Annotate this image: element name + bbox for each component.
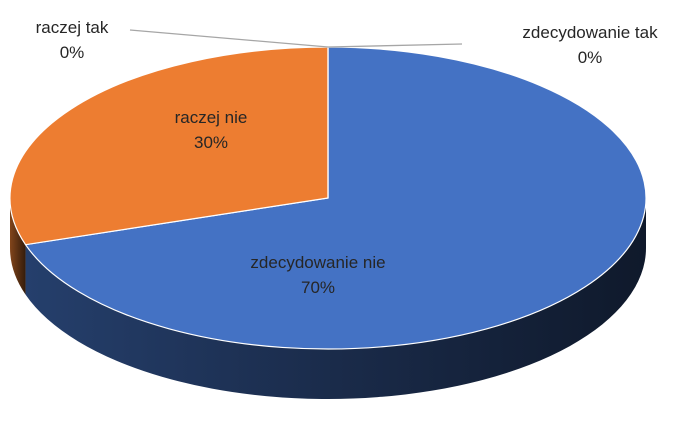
data-label: zdecydowanie nie 70% [243, 250, 393, 300]
leader-line [129, 29, 329, 48]
category-name: raczej tak [35, 18, 109, 37]
percent-label: 30% [193, 133, 229, 152]
data-label: raczej nie 30% [136, 105, 286, 155]
leader-line [327, 43, 463, 48]
percent-label: 70% [300, 278, 336, 297]
category-name: zdecydowanie tak [522, 23, 658, 42]
category-name: zdecydowanie nie [250, 253, 386, 272]
data-label: zdecydowanie tak 0% [522, 20, 657, 70]
category-name: raczej nie [174, 108, 248, 127]
pie-slice [9, 46, 329, 246]
pie-slice [24, 46, 647, 350]
data-label: raczej tak 0% [36, 15, 109, 65]
percent-label: 0% [59, 43, 85, 62]
percent-label: 0% [577, 48, 603, 67]
pie-side [25, 198, 647, 399]
